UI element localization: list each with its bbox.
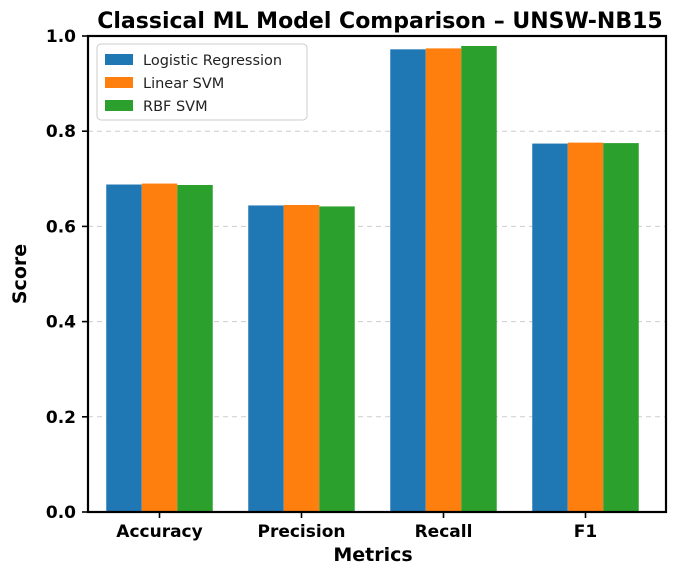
bar-logistic-regression-recall [390,49,426,512]
legend-swatch [105,54,133,65]
plot-frame [86,34,668,514]
x-axis-ticks: Accuracy Precision Recall F1 [116,512,597,542]
x-axis-label: Metrics [333,544,412,566]
bar-rbf-svm-recall [461,45,497,512]
bar-logistic-regression-precision [248,205,284,512]
legend: Logistic Regression Linear SVM RBF SVM [96,43,308,121]
bar-rbf-svm-accuracy [177,184,213,512]
y-tick-label: 0.8 [46,122,76,142]
x-tick-label: F1 [574,522,597,542]
bar-linear-svm-accuracy [141,183,178,512]
x-tick-label: Accuracy [116,522,202,542]
bar-linear-svm-recall [425,48,462,512]
bar-rbf-svm-precision [319,206,355,512]
y-tick-label: 0.0 [46,503,76,523]
legend-swatch [105,77,133,88]
bars [106,45,639,513]
legend-box [96,43,308,121]
y-tick-label: 0.4 [46,313,76,333]
legend-swatch [105,100,133,111]
x-tick-label: Recall [415,522,473,542]
y-tick-label: 1.0 [46,27,76,47]
y-tick-label: 0.6 [46,217,76,237]
bar-linear-svm-f1 [567,142,604,512]
legend-label: Logistic Regression [143,53,282,69]
bar-rbf-svm-f1 [603,143,639,512]
legend-label: RBF SVM [143,99,208,115]
x-tick-label: Precision [257,522,345,542]
bar-logistic-regression-f1 [532,143,568,513]
chart-title: Classical ML Model Comparison – UNSW-NB1… [97,9,662,34]
y-axis-ticks: 0.0 0.2 0.4 0.6 0.8 1.0 [46,27,88,523]
bar-logistic-regression-accuracy [106,184,142,512]
bar-linear-svm-precision [283,204,320,513]
y-axis-label: Score [9,244,31,304]
legend-label: Linear SVM [143,76,224,92]
y-tick-label: 0.2 [46,408,76,428]
